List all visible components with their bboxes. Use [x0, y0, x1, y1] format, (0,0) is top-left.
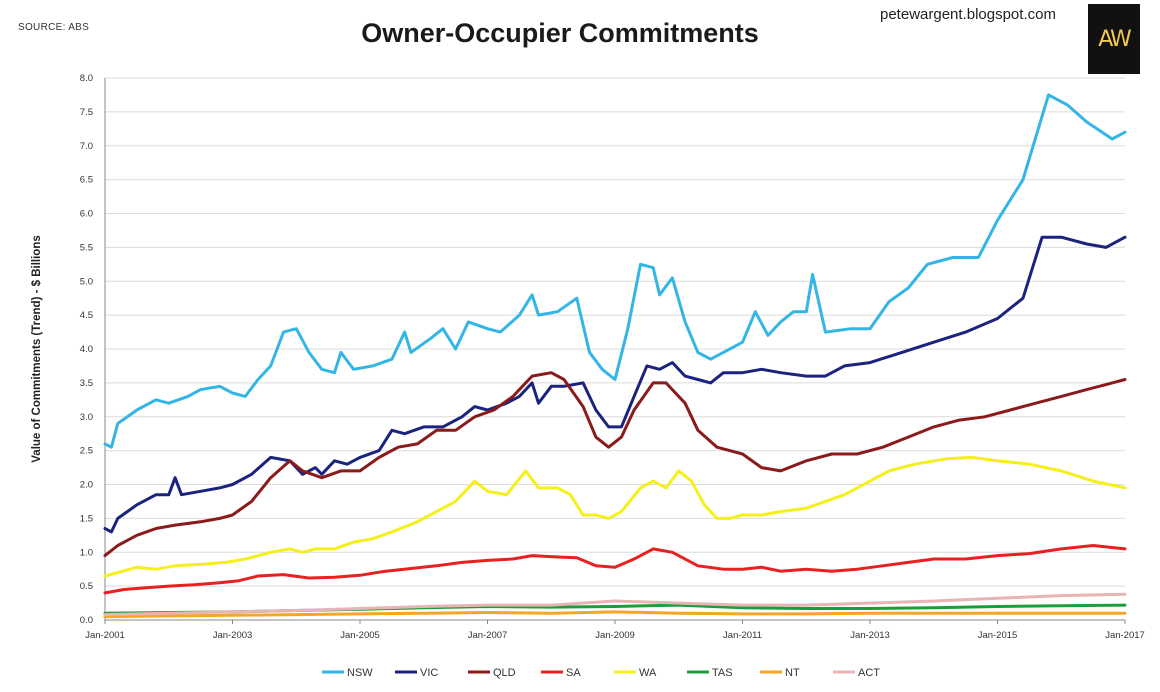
y-tick-label: 6.5: [80, 175, 93, 186]
series-line-act: [103, 592, 1127, 617]
y-tick-label: 3.5: [80, 378, 93, 389]
series-lines: [103, 93, 1127, 619]
series-line-nsw: [103, 93, 1127, 449]
y-tick-label: 8.0: [80, 73, 93, 84]
series-line-sa: [103, 544, 1127, 595]
x-tick-label: Jan-2005: [340, 630, 380, 641]
y-tick-label: 2.5: [80, 446, 93, 457]
chart-title: Owner-Occupier Commitments: [361, 18, 759, 48]
x-tick-label: Jan-2013: [850, 630, 890, 641]
legend-label-act: ACT: [858, 667, 880, 679]
y-axis-label: Value of Commitments (Trend) - $ Billion…: [31, 235, 43, 462]
y-tick-label: 1.5: [80, 513, 93, 524]
legend-label-qld: QLD: [493, 667, 516, 679]
legend: NSW VIC QLD SA WA TAS NT ACT: [322, 667, 880, 679]
gridlines: [105, 77, 1125, 621]
series-line-wa: [103, 455, 1127, 578]
source-note: SOURCE: ABS: [18, 22, 90, 33]
x-tick-label: Jan-2003: [213, 630, 253, 641]
y-tick-label: 0.5: [80, 581, 93, 592]
legend-label-sa: SA: [566, 667, 581, 679]
y-tick-label: 3.0: [80, 412, 93, 423]
series-line-vic: [103, 235, 1127, 534]
legend-label-vic: VIC: [420, 667, 438, 679]
y-tick-label: 1.0: [80, 547, 93, 558]
series-line-qld: [103, 371, 1127, 558]
legend-label-nsw: NSW: [347, 667, 373, 679]
y-tick-label: 6.0: [80, 209, 93, 220]
series-line-nt: [103, 610, 1127, 619]
y-tick-label: 4.0: [80, 344, 93, 355]
y-axis-ticks: 0.0 0.5 1.0 1.5 2.0 2.5 3.0 3.5 4.0 4.5 5.0 5.5 6.0 6…: [80, 73, 93, 626]
x-tick-label: Jan-2017: [1105, 630, 1145, 641]
x-axis-ticks: Jan-2001 Jan-2003 Jan-2005 Jan-2007 Jan-2009…: [85, 620, 1145, 641]
blog-url: petewargent.blogspot.com: [880, 6, 1056, 23]
x-tick-label: Jan-2009: [595, 630, 635, 641]
y-tick-label: 7.0: [80, 141, 93, 152]
y-tick-label: 2.0: [80, 480, 93, 491]
legend-label-tas: TAS: [712, 667, 733, 679]
legend-label-wa: WA: [639, 667, 657, 679]
x-tick-label: Jan-2001: [85, 630, 125, 641]
y-tick-label: 5.0: [80, 276, 93, 287]
y-tick-label: 7.5: [80, 107, 93, 118]
aw-logo: AW: [1088, 4, 1140, 74]
legend-label-nt: NT: [785, 667, 800, 679]
y-tick-label: 5.5: [80, 242, 93, 253]
x-tick-label: Jan-2015: [978, 630, 1018, 641]
x-tick-label: Jan-2007: [468, 630, 508, 641]
y-tick-label: 0.0: [80, 615, 93, 626]
x-tick-label: Jan-2011: [723, 630, 762, 641]
y-tick-label: 4.5: [80, 310, 93, 321]
